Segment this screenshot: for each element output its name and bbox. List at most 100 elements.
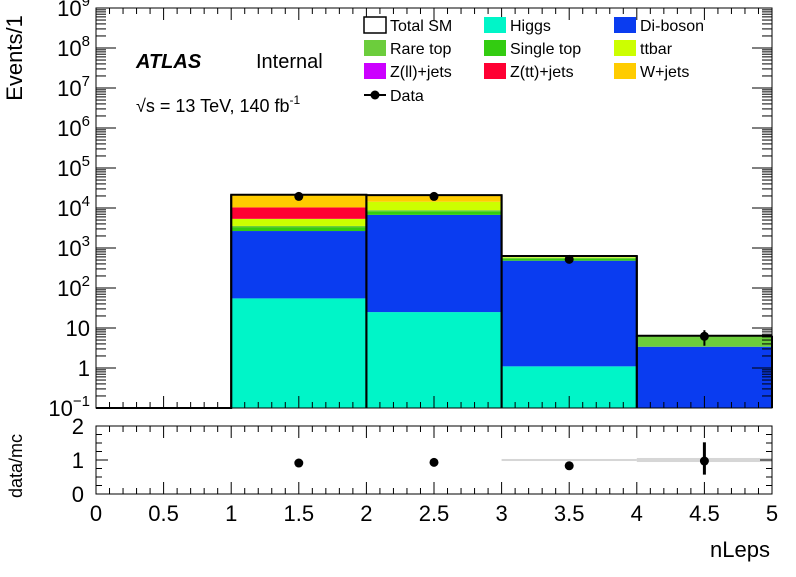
legend-swatch-single-top — [484, 40, 506, 56]
data-point-4 — [699, 331, 709, 341]
legend: Total SM Higgs Di-boson Rare top Single top t… — [363, 16, 704, 105]
legend-label-z-ll-jets: Z(ll)+jets — [390, 64, 452, 81]
ratio-point-1 — [294, 458, 304, 468]
data-point-1 — [294, 191, 304, 201]
y-tick-exp-0: −1 — [73, 393, 90, 410]
x-axis-title: nLeps — [710, 537, 770, 562]
ratio-y-axis-title: data/mc — [6, 434, 26, 498]
lumi-exponent: -1 — [290, 93, 301, 107]
legend-label-higgs: Higgs — [510, 18, 551, 35]
y-tick-exp-6: 5 — [82, 153, 90, 170]
x-tick-label-7: 3.5 — [554, 501, 585, 526]
x-tick-label-8: 4 — [631, 501, 643, 526]
y-tick-label-9: 108 — [57, 33, 90, 61]
sqrt-s-label: √s — [136, 96, 155, 116]
stacked-bars — [231, 194, 772, 408]
legend-label-w-jets: W+jets — [640, 64, 689, 81]
y-tick-base-10: 10 — [57, 0, 81, 21]
y-tick-label-5: 104 — [57, 193, 90, 221]
y-tick-exp-8: 7 — [82, 73, 90, 90]
legend-label-single-top: Single top — [510, 41, 581, 58]
y-tick-label-8: 107 — [57, 73, 90, 101]
ratio-point-4 — [699, 456, 709, 466]
x-tick-label-6: 3 — [495, 501, 507, 526]
data-points — [294, 191, 709, 346]
legend-label-ttbar: ttbar — [640, 41, 673, 58]
y-tick-base-0: 10 — [48, 396, 72, 421]
ratio-point-3 — [564, 461, 574, 471]
y-tick-label-7: 106 — [57, 113, 90, 141]
y-tick-label-6: 105 — [57, 153, 90, 181]
legend-label-total-sm: Total SM — [390, 18, 452, 35]
legend-marker-data — [370, 90, 380, 100]
bar-di-boson-bin-4 — [501, 260, 637, 367]
y-tick-label-3: 102 — [57, 273, 90, 301]
legend-swatch-rare-top — [364, 40, 386, 56]
bar-ttbar-bin-3 — [366, 201, 502, 211]
y-tick-base-9: 10 — [57, 36, 81, 61]
bar-single-top-bin-2 — [231, 227, 367, 232]
bar-di-boson-bin-3 — [366, 214, 502, 313]
x-tick-label-2: 1 — [225, 501, 237, 526]
y-tick-exp-9: 8 — [82, 33, 90, 50]
y-axis-title: Events/1 — [2, 15, 27, 101]
ratio-y-tick-label-1: 1 — [72, 448, 84, 473]
y-tick-exp-4: 3 — [82, 233, 90, 250]
bar-single-top-bin-3 — [366, 211, 502, 215]
bar-rare-top-bin-3 — [366, 210, 502, 212]
energy-lumi-label: = 13 TeV, 140 fb — [155, 96, 290, 116]
legend-label-di-boson: Di-boson — [640, 18, 704, 35]
legend-swatch-w-jets — [614, 63, 636, 79]
y-tick-base-5: 10 — [57, 196, 81, 221]
bar-ttbar-bin-2 — [231, 218, 367, 226]
y-tick-exp-7: 6 — [82, 113, 90, 130]
y-tick-base-4: 10 — [57, 236, 81, 261]
legend-swatch-total-sm — [363, 16, 387, 34]
bar-z-tt-jets-bin-2 — [231, 207, 367, 219]
y-tick-base-8: 10 — [57, 76, 81, 101]
legend-swatch-higgs — [484, 17, 506, 33]
legend-swatch-di-boson — [614, 17, 636, 33]
ratio-y-tick-label-2: 2 — [72, 414, 84, 439]
ratio-band-1 — [501, 458, 637, 462]
legend-swatch-z-ll-jets — [364, 63, 386, 79]
legend-swatch-z-tt-jets — [484, 63, 506, 79]
x-tick-label-1: 0.5 — [148, 501, 179, 526]
legend-label-rare-top: Rare top — [390, 41, 451, 58]
x-tick-label-4: 2 — [360, 501, 372, 526]
legend-label-z-tt-jets: Z(tt)+jets — [510, 64, 574, 81]
x-tick-label-5: 2.5 — [419, 501, 450, 526]
x-tick-label-0: 0 — [90, 501, 102, 526]
atlas-label: ATLAS Internal √s = 13 TeV, 140 fb-1 — [135, 51, 323, 116]
bar-higgs-bin-3 — [366, 312, 502, 408]
bar-w-jets-bin-2 — [231, 194, 367, 208]
y-tick-base-6: 10 — [57, 156, 81, 181]
ratio-axes: 0 1 2 0 0.5 1 1.5 2 2.5 3 3.5 4 4.5 5 — [72, 414, 778, 526]
data-point-3 — [564, 254, 574, 264]
y-tick-label-1: 1 — [78, 356, 90, 381]
atlas-text: ATLAS — [135, 51, 202, 73]
x-tick-label-9: 4.5 — [689, 501, 720, 526]
y-tick-label-4: 103 — [57, 233, 90, 261]
ratio-y-tick-label-0: 0 — [72, 482, 84, 507]
bar-di-boson-bin-2 — [231, 231, 367, 299]
bar-higgs-bin-2 — [231, 298, 367, 408]
y-tick-base-3: 10 — [57, 276, 81, 301]
y-tick-label-2: 10 — [66, 316, 90, 341]
y-tick-exp-10: 9 — [82, 0, 90, 10]
bar-rare-top-bin-2 — [231, 225, 367, 228]
legend-label-data: Data — [390, 88, 424, 105]
legend-swatch-ttbar — [614, 40, 636, 56]
x-tick-label-3: 1.5 — [284, 501, 315, 526]
ratio-points — [294, 442, 709, 475]
y-tick-label-10: 109 — [57, 0, 90, 21]
y-tick-exp-3: 2 — [82, 273, 90, 290]
y-tick-base-2: 10 — [66, 316, 90, 341]
data-point-2 — [429, 191, 439, 201]
y-tick-base-7: 10 — [57, 116, 81, 141]
x-tick-label-10: 5 — [766, 501, 778, 526]
energy-label: √s = 13 TeV, 140 fb-1 — [136, 93, 301, 116]
ratio-point-2 — [429, 457, 439, 467]
y-tick-base-1: 1 — [78, 356, 90, 381]
